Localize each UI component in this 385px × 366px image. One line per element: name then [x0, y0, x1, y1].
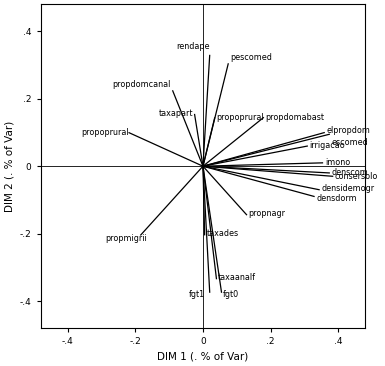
Text: taxaanalf: taxaanalf [218, 273, 256, 282]
Text: propdomcanal: propdomcanal [112, 79, 171, 89]
Text: taxades: taxades [206, 229, 238, 238]
Text: fgt0: fgt0 [223, 290, 239, 299]
Text: propdomabast: propdomabast [266, 113, 325, 122]
Text: propoprural: propoprural [81, 128, 129, 137]
Text: propnagr: propnagr [249, 209, 286, 218]
Text: imono: imono [325, 158, 350, 167]
Text: propmigrii: propmigrii [105, 234, 147, 243]
Y-axis label: DIM 2 (. % of Var): DIM 2 (. % of Var) [4, 120, 14, 212]
Text: elpropdom: elpropdom [326, 126, 370, 135]
Text: denscom: denscom [331, 168, 368, 178]
Text: escomed: escomed [331, 138, 368, 146]
Text: densdorm: densdorm [316, 194, 357, 203]
Text: consersolo: consersolo [335, 172, 378, 181]
Text: irrigacao: irrigacao [310, 141, 345, 150]
X-axis label: DIM 1 (. % of Var): DIM 1 (. % of Var) [157, 352, 249, 362]
Text: taxapart: taxapart [158, 109, 193, 118]
Text: densidemogr: densidemogr [321, 184, 375, 193]
Text: pescomed: pescomed [230, 53, 272, 61]
Text: fgt1: fgt1 [189, 290, 205, 299]
Text: propoprural: propoprural [216, 113, 264, 122]
Text: rendape: rendape [176, 42, 210, 52]
